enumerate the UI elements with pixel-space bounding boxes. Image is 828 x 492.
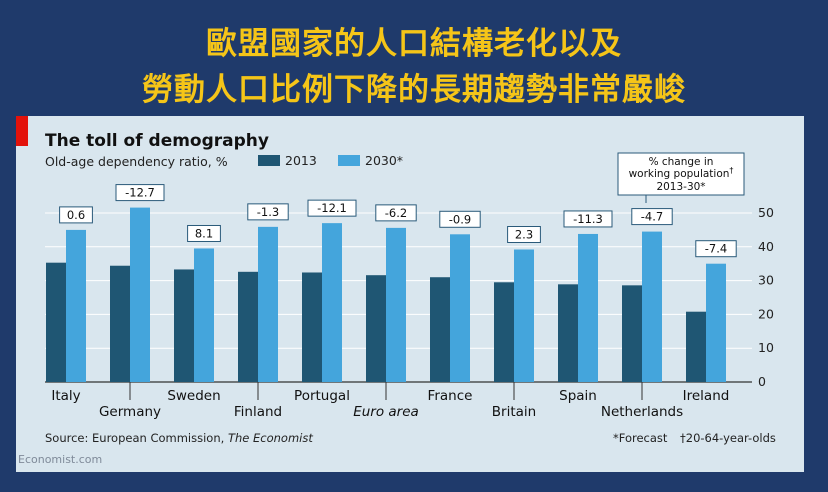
bar-2013-0	[46, 262, 66, 382]
category-label-0: Italy	[51, 388, 80, 404]
chart-panel: The toll of demography Old-age dependency…	[16, 116, 804, 472]
annotation-label-1: -12.7	[125, 186, 155, 200]
y-tick-label-0: 0	[758, 374, 766, 389]
bar-2030-3	[258, 226, 278, 382]
category-label-5: Euro area	[353, 404, 419, 420]
annotation-label-4: -12.1	[317, 201, 347, 215]
y-tick-label-30: 30	[758, 273, 774, 288]
bar-2013-1	[110, 265, 130, 382]
chart: The toll of demography Old-age dependency…	[16, 116, 804, 472]
bar-2013-5	[366, 275, 386, 382]
bar-2013-3	[238, 271, 258, 382]
bar-2030-1	[130, 207, 150, 382]
bar-2013-7	[494, 282, 514, 382]
y-tick-label-40: 40	[758, 239, 774, 254]
footnote-forecast: *Forecast	[613, 431, 668, 445]
slide-title-line-2: 勞動人口比例下降的長期趨勢非常嚴峻	[142, 72, 686, 108]
y-axis-label: Old-age dependency ratio, %	[45, 154, 228, 169]
bar-2030-6	[450, 234, 470, 382]
bar-2013-10	[686, 311, 706, 382]
watermark: Economist.com	[18, 453, 103, 466]
category-label-9: Netherlands	[601, 404, 683, 420]
category-label-10: Ireland	[683, 388, 730, 404]
bar-2030-10	[706, 263, 726, 382]
category-label-2: Sweden	[167, 388, 220, 404]
bar-2030-7	[514, 249, 534, 382]
bar-2030-2	[194, 248, 214, 382]
annotation-box-3	[247, 203, 289, 221]
bar-2013-4	[302, 272, 322, 382]
category-label-8: Spain	[559, 388, 597, 404]
y-tick-label-10: 10	[758, 340, 774, 355]
category-label-4: Portugal	[294, 388, 350, 404]
annotation-label-5: -6.2	[385, 206, 407, 220]
annotation-box-6	[439, 210, 481, 228]
accent-bar	[16, 116, 28, 146]
y-tick-label-50: 50	[758, 205, 774, 220]
y-tick-label-20: 20	[758, 306, 774, 321]
callout-box	[617, 152, 745, 196]
annotation-box-2	[187, 224, 221, 242]
annotation-box-7	[507, 226, 541, 244]
chart-title: The toll of demography	[45, 131, 269, 151]
bar-2030-4	[322, 223, 342, 382]
annotation-box-9	[631, 208, 673, 226]
slide-title-line-1: 歐盟國家的人口結構老化以及	[206, 26, 622, 62]
legend-swatch-2013	[258, 155, 280, 166]
bar-2030-8	[578, 233, 598, 382]
annotation-label-6: -0.9	[449, 212, 471, 226]
bar-2030-5	[386, 227, 406, 382]
annotation-label-3: -1.3	[257, 205, 279, 219]
category-label-7: Britain	[492, 404, 536, 420]
callout-line-1: % change in	[649, 156, 714, 168]
annotation-label-9: -4.7	[641, 210, 663, 224]
callout-line-3: 2013-30*	[656, 181, 705, 193]
annotation-label-10: -7.4	[705, 242, 727, 256]
annotation-label-8: -11.3	[573, 212, 603, 226]
legend-label-2030: 2030*	[365, 153, 403, 168]
bar-2013-8	[558, 284, 578, 382]
bar-2013-2	[174, 269, 194, 382]
legend-swatch-2030	[338, 155, 360, 166]
annotation-box-0	[59, 206, 93, 224]
bar-2030-0	[66, 229, 86, 382]
bar-2013-9	[622, 285, 642, 382]
annotation-label-0: 0.6	[67, 208, 85, 222]
bar-2013-6	[430, 277, 450, 382]
annotation-label-7: 2.3	[515, 228, 533, 242]
footnote-dagger: †20-64-year-olds	[680, 431, 776, 445]
annotation-box-10	[695, 240, 737, 258]
legend-label-2013: 2013	[285, 153, 317, 168]
category-label-6: France	[428, 388, 473, 404]
bar-2030-9	[642, 231, 662, 382]
category-label-1: Germany	[99, 404, 161, 420]
annotation-box-4	[307, 199, 357, 217]
annotation-box-5	[375, 204, 417, 222]
annotation-box-1	[115, 184, 165, 202]
annotation-box-8	[563, 210, 613, 228]
source-note: Source: European Commission, The Economi…	[45, 431, 313, 445]
annotation-label-2: 8.1	[195, 226, 213, 240]
callout-line-2: working population†	[629, 166, 734, 180]
category-label-3: Finland	[234, 404, 282, 420]
